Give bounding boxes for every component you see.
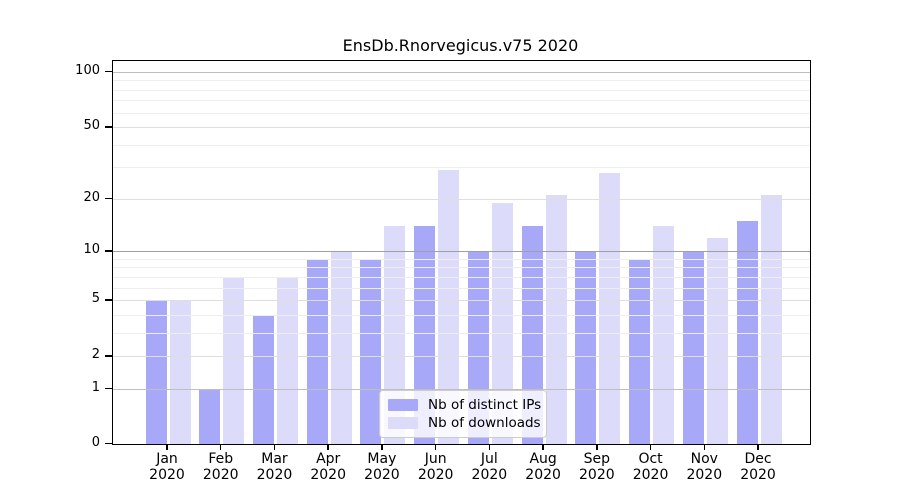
- y-tick-5: [105, 299, 112, 301]
- y-tick-1: [105, 387, 112, 390]
- bar-downloads-mar: [276, 276, 298, 444]
- y-tick-label-100: 100: [75, 62, 100, 78]
- x-tick-apr: [327, 445, 329, 450]
- x-tick-oct: [649, 445, 652, 450]
- y-tick-label-50: 50: [83, 118, 100, 134]
- gridline-3: [113, 332, 810, 334]
- y-tick-10: [105, 250, 112, 252]
- legend-label-downloads: Nb of downloads: [428, 415, 541, 431]
- x-tick-feb: [219, 445, 222, 450]
- x-tick-mar: [273, 445, 276, 450]
- x-tick-label-nov: Nov 2020: [686, 451, 723, 483]
- x-tick-label-mar: Mar 2020: [256, 451, 293, 483]
- gridline-7: [113, 276, 810, 278]
- x-tick-nov: [703, 445, 706, 450]
- bar-ips-apr: [306, 258, 328, 444]
- gridline-2: [113, 355, 810, 357]
- bar-ips-nov: [682, 251, 704, 444]
- bar-ips-sep: [575, 251, 597, 444]
- x-tick-label-oct: Oct 2020: [632, 451, 669, 483]
- x-tick-label-feb: Feb 2020: [202, 451, 239, 483]
- x-tick-label-jun: Jun 2020: [417, 451, 454, 483]
- bar-downloads-sep: [599, 172, 621, 444]
- bar-ips-feb: [199, 388, 221, 444]
- legend-entry-downloads: Nb of downloads: [388, 414, 541, 432]
- gridline-100: [113, 71, 810, 73]
- bar-downloads-jul: [491, 202, 513, 444]
- plot-area: Nb of distinct IPs Nb of downloads: [112, 60, 811, 445]
- bar-ips-jan: [145, 300, 167, 444]
- gridline-4: [113, 314, 810, 316]
- gridline-20: [113, 198, 810, 200]
- gridline-9: [113, 258, 810, 260]
- legend-swatch-distinct-ips: [388, 399, 418, 411]
- bar-downloads-nov: [706, 237, 728, 444]
- y-tick-100: [105, 70, 112, 73]
- bar-ips-mar: [252, 314, 274, 444]
- y-tick-20: [105, 197, 112, 200]
- bar-ips-oct: [629, 258, 651, 444]
- gridline-30: [113, 166, 810, 168]
- x-tick-may: [381, 445, 383, 450]
- gridline-40: [113, 144, 810, 146]
- x-tick-label-jul: Jul 2020: [471, 451, 508, 483]
- y-tick-0: [105, 442, 112, 444]
- gridline-60: [113, 112, 810, 114]
- y-tick-label-10: 10: [83, 242, 100, 258]
- y-tick-label-5: 5: [91, 291, 100, 307]
- gridline-90: [113, 79, 810, 81]
- x-tick-label-aug: Aug 2020: [525, 451, 561, 483]
- gridline-6: [113, 287, 810, 289]
- x-tick-dec: [757, 445, 759, 450]
- bar-downloads-aug: [545, 195, 567, 444]
- bar-downloads-jan: [169, 300, 191, 444]
- x-tick-aug: [542, 445, 544, 450]
- y-tick-label-20: 20: [83, 189, 100, 205]
- y-tick-label-0: 0: [91, 434, 100, 450]
- gridline-70: [113, 99, 810, 101]
- gridline-8: [113, 266, 810, 268]
- legend-entry-distinct-ips: Nb of distinct IPs: [388, 396, 542, 414]
- gridline-10: [113, 250, 810, 252]
- bar-downloads-dec: [760, 195, 782, 444]
- y-tick-2: [105, 355, 112, 357]
- x-tick-label-dec: Dec 2020: [740, 451, 776, 483]
- chart-title: EnsDb.Rnorvegicus.v75 2020: [342, 36, 579, 55]
- x-tick-jan: [166, 445, 168, 450]
- x-tick-label-may: May 2020: [364, 451, 400, 483]
- bar-downloads-feb: [223, 276, 245, 444]
- legend-swatch-downloads: [388, 417, 418, 429]
- bar-downloads-jun: [438, 169, 460, 444]
- legend: Nb of distinct IPs Nb of downloads: [379, 390, 547, 438]
- x-tick-jul: [488, 445, 491, 450]
- gridline-1: [113, 388, 810, 390]
- x-tick-jun: [434, 445, 437, 450]
- x-tick-label-apr: Apr 2020: [310, 451, 346, 483]
- y-tick-label-1: 1: [91, 379, 100, 395]
- bar-ips-may: [360, 258, 382, 444]
- legend-label-distinct-ips: Nb of distinct IPs: [428, 397, 542, 413]
- y-tick-50: [105, 126, 112, 128]
- bar-downloads-apr: [330, 251, 352, 444]
- x-tick-label-jan: Jan 2020: [149, 451, 185, 483]
- y-tick-label-2: 2: [91, 347, 100, 363]
- gridline-5: [113, 299, 810, 301]
- x-tick-sep: [596, 445, 598, 450]
- grid-layer: [113, 61, 810, 444]
- gridline-50: [113, 126, 810, 128]
- gridline-80: [113, 89, 810, 91]
- x-tick-label-sep: Sep 2020: [579, 451, 615, 483]
